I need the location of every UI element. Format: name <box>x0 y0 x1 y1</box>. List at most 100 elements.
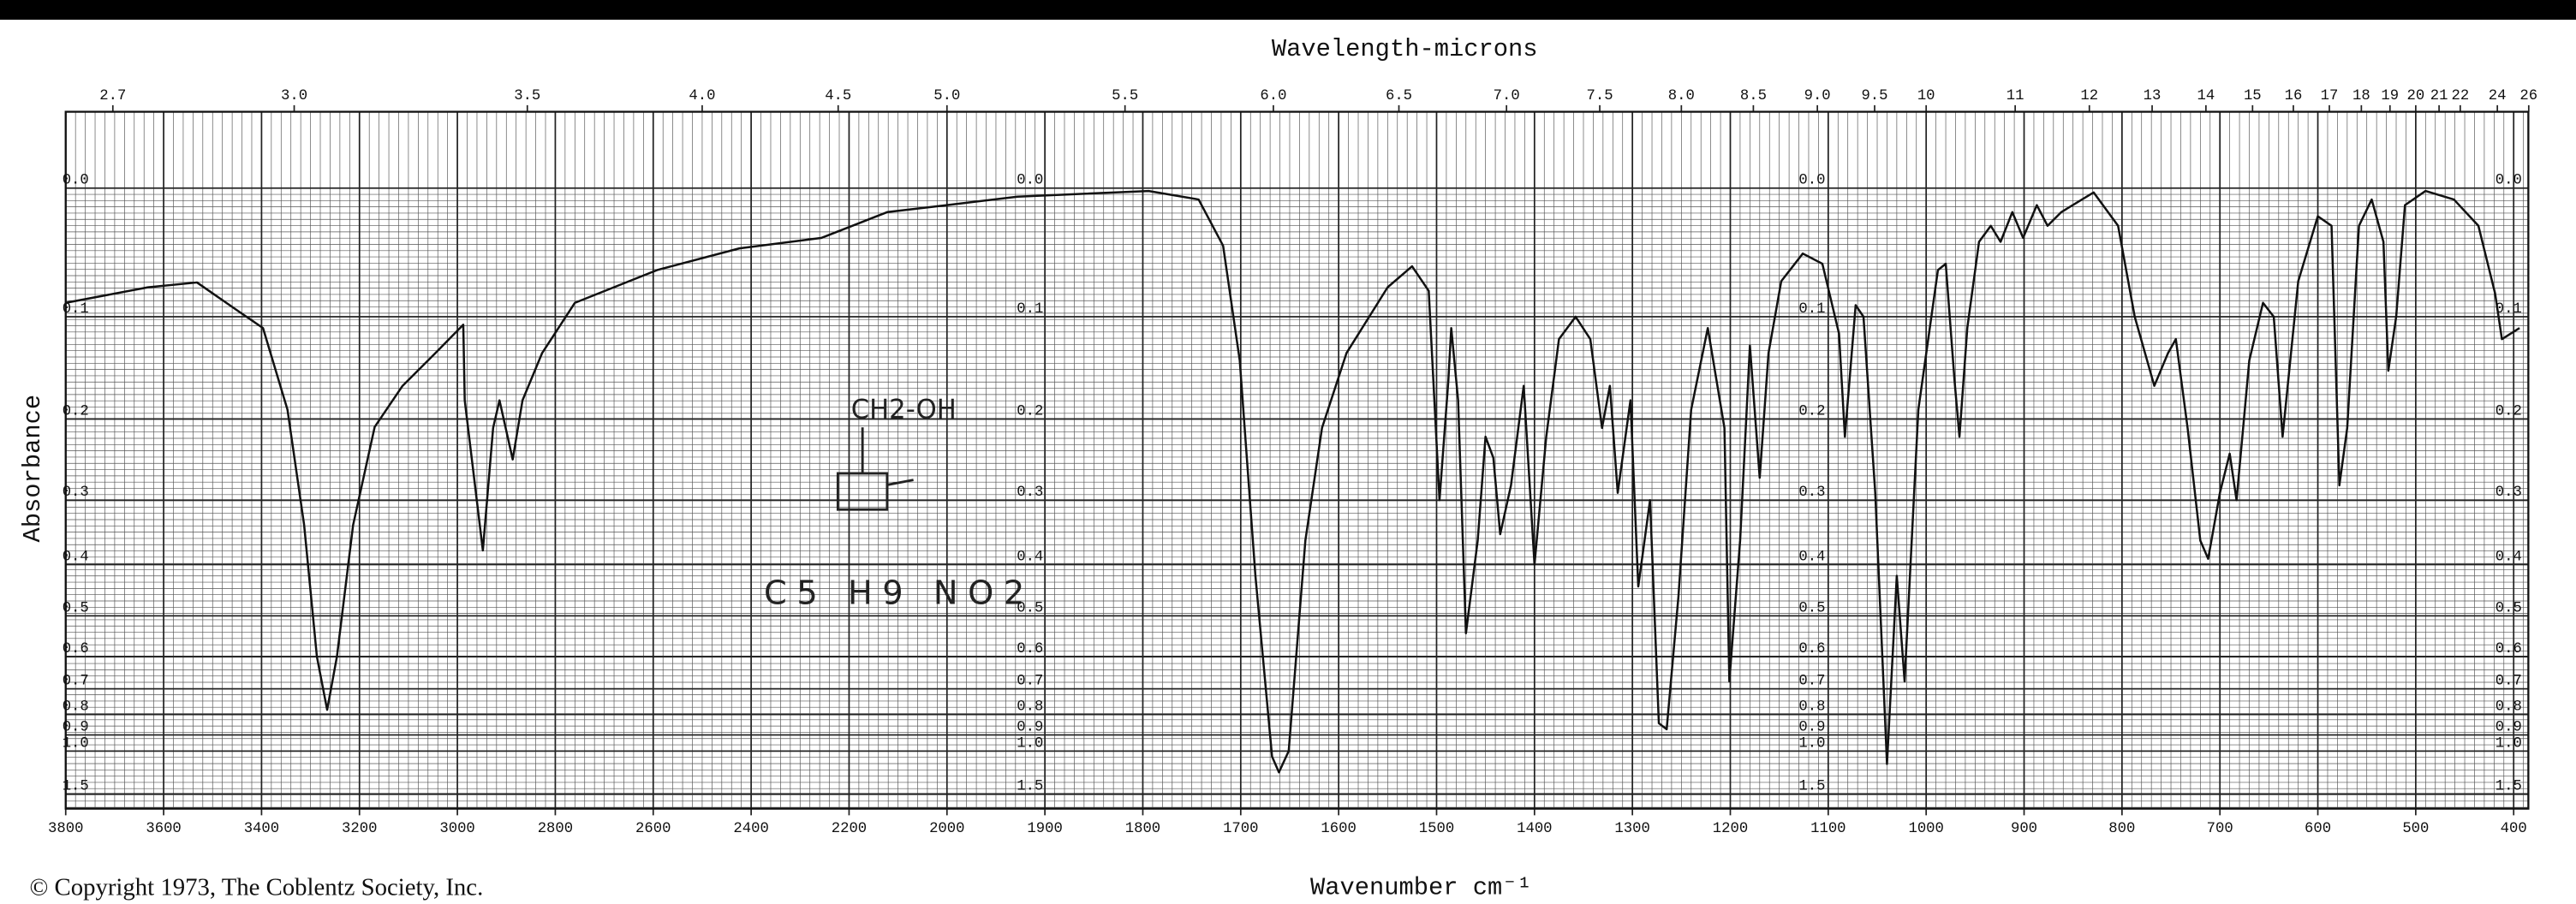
x2-tick-label: 26 <box>2519 88 2537 104</box>
y-tick-label: 0.8 <box>1017 699 1043 716</box>
x-tick-label: 1600 <box>1321 821 1356 837</box>
copyright: © Copyright 1973, The Coblentz Society, … <box>30 873 484 901</box>
x2-tick-label: 24 <box>2489 88 2507 104</box>
x-tick-label: 800 <box>2108 821 2135 837</box>
y-tick-label: 0.2 <box>2496 403 2522 419</box>
x2-tick-label: 3.5 <box>514 88 540 104</box>
y-tick-label: 0.7 <box>1798 674 1825 690</box>
y-tick-label: 0.5 <box>63 600 89 616</box>
spectrum-line <box>65 189 2520 774</box>
y-tick-label: 0.8 <box>1798 699 1825 716</box>
x-tick-label: 1700 <box>1223 821 1258 837</box>
x2-tick-label: 4.5 <box>825 88 851 104</box>
x-tick-label: 2600 <box>635 821 671 837</box>
x-tick-label: 1400 <box>1517 821 1552 837</box>
x2-tick-label: 11 <box>2007 88 2024 104</box>
y-tick-label: 0.5 <box>1017 600 1043 616</box>
x-tick-label: 3000 <box>439 821 474 837</box>
x-axis-title: Wavenumber cm⁻¹ <box>1310 873 1532 901</box>
x-tick-label: 1200 <box>1713 821 1748 837</box>
x-tick-label: 700 <box>2207 821 2233 837</box>
y-tick-label: 0.0 <box>63 173 89 189</box>
x-tick-label: 500 <box>2402 821 2429 837</box>
y-tick-label: 0.7 <box>1017 674 1043 690</box>
x2-tick-label: 17 <box>2321 88 2339 104</box>
x2-tick-label: 20 <box>2407 88 2425 104</box>
structure-bond <box>886 479 914 486</box>
annotation: C5 H9 NO2 <box>764 574 1035 613</box>
x-tick-label: 900 <box>2011 821 2037 837</box>
x2-tick-label: 7.5 <box>1587 88 1613 104</box>
y-tick-label: 1.0 <box>2496 735 2522 752</box>
x2-tick-label: 16 <box>2285 88 2303 104</box>
x-tick-label: 1100 <box>1810 821 1846 837</box>
y-tick-label: 0.3 <box>2496 485 2522 501</box>
y-tick-label: 0.6 <box>2496 641 2522 657</box>
y-tick-label: 0.8 <box>2496 699 2522 716</box>
x-tick-label: 3800 <box>48 821 83 837</box>
y-tick-label: 1.5 <box>63 778 89 794</box>
x2-tick-label: 10 <box>1917 88 1935 104</box>
structure-ring <box>836 472 889 511</box>
y-tick-label: 0.1 <box>1017 301 1043 318</box>
x-tick-label: 2800 <box>538 821 573 837</box>
y-tick-label: 0.0 <box>2496 173 2522 189</box>
y-tick-label: 0.6 <box>1798 641 1825 657</box>
x2-tick-label: 2.7 <box>99 88 126 104</box>
x-tick-label: 3200 <box>342 821 377 837</box>
y-tick-label: 1.0 <box>63 735 89 752</box>
x2-tick-label: 4.0 <box>689 88 715 104</box>
x2-tick-label: 6.0 <box>1260 88 1286 104</box>
y-tick-label: 0.5 <box>2496 600 2522 616</box>
x2-tick-label: 18 <box>2352 88 2370 104</box>
y-tick-label: 0.4 <box>1798 549 1825 565</box>
y-tick-label: 0.7 <box>63 674 89 690</box>
x-tick-label: 3600 <box>146 821 181 837</box>
y-tick-label: 1.0 <box>1798 735 1825 752</box>
x-tick-label: 600 <box>2305 821 2331 837</box>
x2-tick-label: 13 <box>2144 88 2162 104</box>
x-tick-label: 1900 <box>1027 821 1062 837</box>
y-tick-label: 0.6 <box>1017 641 1043 657</box>
y-tick-label: 0.9 <box>1017 719 1043 735</box>
y-tick-label: 0.2 <box>1017 403 1043 419</box>
x-tick-label: 1500 <box>1419 821 1454 837</box>
x2-tick-label: 21 <box>2430 88 2448 104</box>
x2-tick-label: 5.5 <box>1112 88 1138 104</box>
y-tick-label: 0.3 <box>63 485 89 501</box>
y-tick-label: 0.6 <box>63 641 89 657</box>
y-tick-label: 1.5 <box>2496 778 2522 794</box>
y-tick-label: 0.4 <box>1017 549 1043 565</box>
y-tick-label: 0.2 <box>63 403 89 419</box>
y-tick-label: 0.9 <box>63 719 89 735</box>
y-tick-label: 0.9 <box>1798 719 1825 735</box>
x-tick-label: 3400 <box>244 821 279 837</box>
top-axis-title: Wavelength-microns <box>1272 35 1538 63</box>
y-tick-label: 0.3 <box>1017 485 1043 501</box>
x2-tick-label: 9.0 <box>1804 88 1831 104</box>
y-tick-label: 0.2 <box>1798 403 1825 419</box>
x-tick-label: 400 <box>2501 821 2527 837</box>
y-tick-label: 0.0 <box>1798 173 1825 189</box>
x2-tick-label: 6.5 <box>1386 88 1412 104</box>
x-tick-label: 2400 <box>733 821 768 837</box>
x2-tick-label: 15 <box>2244 88 2262 104</box>
x2-tick-label: 3.0 <box>281 88 307 104</box>
y-tick-label: 0.7 <box>2496 674 2522 690</box>
y-tick-label: 0.0 <box>1017 173 1043 189</box>
y-tick-label: 0.3 <box>1798 485 1825 501</box>
x2-tick-label: 19 <box>2381 88 2399 104</box>
y-tick-label: 0.4 <box>2496 549 2522 565</box>
y-tick-label: 0.1 <box>63 301 89 318</box>
x2-tick-label: 8.5 <box>1740 88 1767 104</box>
y-tick-label: 0.8 <box>63 699 89 716</box>
x2-tick-label: 7.0 <box>1494 88 1520 104</box>
x2-tick-label: 5.0 <box>933 88 960 104</box>
y-tick-label: 0.1 <box>1798 301 1825 318</box>
plot-frame <box>64 110 2530 810</box>
y-tick-label: 0.5 <box>1798 600 1825 616</box>
x-tick-label: 2200 <box>832 821 867 837</box>
x2-tick-label: 9.5 <box>1861 88 1887 104</box>
y-tick-label: 0.1 <box>2496 301 2522 318</box>
